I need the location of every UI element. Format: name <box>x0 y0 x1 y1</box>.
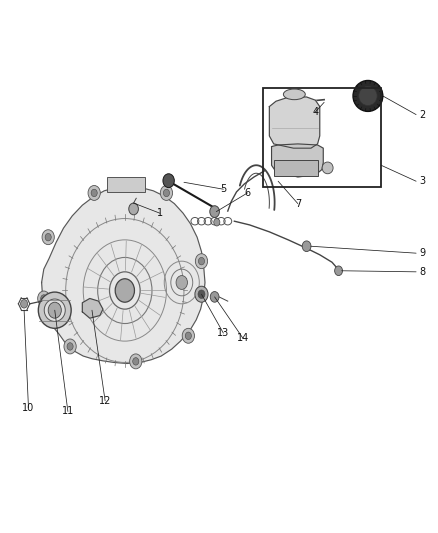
Text: 11: 11 <box>62 407 74 416</box>
Circle shape <box>210 206 219 217</box>
Circle shape <box>38 291 50 306</box>
Ellipse shape <box>359 86 377 106</box>
Polygon shape <box>42 187 205 364</box>
Circle shape <box>41 295 47 302</box>
Polygon shape <box>82 298 103 318</box>
Text: 14: 14 <box>237 334 249 343</box>
Text: 1: 1 <box>157 208 163 218</box>
Text: 4: 4 <box>312 107 318 117</box>
Bar <box>107 177 145 192</box>
Circle shape <box>182 328 194 343</box>
Polygon shape <box>269 97 320 148</box>
Text: 9: 9 <box>420 248 426 258</box>
Ellipse shape <box>39 292 71 328</box>
Circle shape <box>198 290 205 298</box>
Circle shape <box>129 203 138 215</box>
Ellipse shape <box>353 80 383 111</box>
Text: 2: 2 <box>420 110 426 119</box>
Circle shape <box>42 230 54 245</box>
Text: 7: 7 <box>295 199 301 208</box>
Ellipse shape <box>322 162 333 174</box>
Bar <box>274 160 318 176</box>
Bar <box>263 88 381 187</box>
Circle shape <box>88 185 100 200</box>
Circle shape <box>210 292 219 302</box>
Circle shape <box>163 189 170 197</box>
Text: 13: 13 <box>217 328 230 338</box>
Text: 5: 5 <box>220 184 226 194</box>
Circle shape <box>48 302 61 318</box>
Circle shape <box>160 185 173 200</box>
Circle shape <box>214 219 220 226</box>
Circle shape <box>176 276 187 289</box>
Circle shape <box>302 241 311 252</box>
Text: 6: 6 <box>244 188 251 198</box>
Text: 10: 10 <box>22 403 35 413</box>
Circle shape <box>195 286 208 302</box>
Circle shape <box>67 343 73 350</box>
Text: 3: 3 <box>420 176 426 186</box>
Circle shape <box>195 254 208 269</box>
Circle shape <box>198 257 205 265</box>
Text: 8: 8 <box>420 267 426 277</box>
Circle shape <box>21 300 28 308</box>
Circle shape <box>115 279 134 302</box>
Ellipse shape <box>283 89 305 100</box>
Circle shape <box>91 189 97 197</box>
Circle shape <box>294 98 302 107</box>
Ellipse shape <box>44 299 65 321</box>
Polygon shape <box>272 144 323 177</box>
Circle shape <box>130 354 142 369</box>
Circle shape <box>163 174 174 188</box>
Text: 12: 12 <box>99 396 111 406</box>
Circle shape <box>133 358 139 365</box>
Circle shape <box>185 332 191 340</box>
Circle shape <box>64 339 76 354</box>
Circle shape <box>335 266 343 276</box>
Circle shape <box>45 233 51 241</box>
